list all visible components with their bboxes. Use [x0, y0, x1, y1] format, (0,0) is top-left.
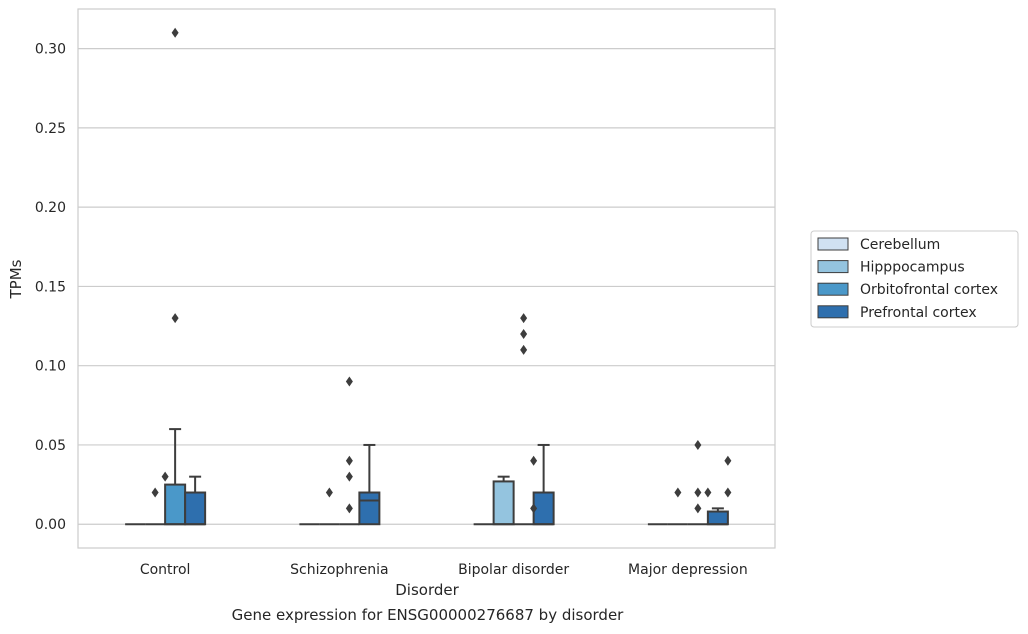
y-tick-label: 0.00 [35, 517, 66, 533]
legend-swatch [817, 237, 849, 251]
outlier-point [704, 487, 712, 498]
box-body [358, 491, 381, 526]
legend-label: Orbitofrontal cortex [860, 282, 998, 298]
x-axis-title: Disorder [395, 581, 459, 599]
outlier-point [694, 487, 702, 498]
box-body [184, 491, 207, 526]
outlier-point [530, 455, 538, 466]
outlier-point [530, 503, 538, 514]
box-body [492, 480, 515, 526]
plot-area-frame [77, 8, 776, 549]
outlier-point [161, 471, 169, 482]
outlier-point [694, 439, 702, 450]
legend-swatch [817, 305, 849, 319]
outlier-points [151, 27, 732, 514]
legend-label: Cerebellum [860, 237, 940, 253]
y-tick-label: 0.30 [35, 42, 66, 58]
x-tick-labels: Control Schizophrenia Bipolar disorder Majo… [140, 562, 748, 578]
grid-lines [78, 48, 775, 525]
box-body [706, 510, 729, 526]
y-tick-label: 0.15 [35, 279, 66, 295]
x-tick-label: Bipolar disorder [458, 562, 569, 578]
outlier-point [520, 313, 528, 324]
y-axis-title: TPMs [7, 259, 25, 299]
outlier-point [171, 313, 179, 324]
y-tick-labels: 0.00 0.05 0.10 0.15 0.20 0.25 0.30 [35, 42, 66, 534]
x-tick-label: Schizophrenia [290, 562, 388, 578]
outlier-point [345, 376, 353, 387]
box-body [164, 483, 187, 526]
y-tick-label: 0.10 [35, 359, 66, 375]
x-tick-label: Major depression [628, 562, 748, 578]
outlier-point [345, 455, 353, 466]
outlier-point [724, 455, 732, 466]
box [492, 475, 515, 526]
legend: Cerebellum Hipppocampus Orbitofrontal cort… [810, 230, 1019, 328]
outlier-point [171, 27, 179, 38]
legend-frame [810, 230, 1019, 328]
outlier-point [724, 487, 732, 498]
box [532, 443, 555, 526]
y-tick-label: 0.05 [35, 438, 66, 454]
x-tick-label: Control [140, 562, 191, 578]
outlier-point [520, 344, 528, 355]
box [184, 475, 207, 526]
outlier-point [694, 503, 702, 514]
legend-label: Prefrontal cortex [860, 305, 977, 321]
legend-swatch [817, 282, 849, 296]
figure-caption: Gene expression for ENSG00000276687 by d… [231, 606, 624, 624]
boxes [125, 428, 729, 526]
outlier-point [345, 503, 353, 514]
outlier-point [345, 471, 353, 482]
y-tick-label: 0.25 [35, 121, 66, 137]
y-tick-label: 0.20 [35, 200, 66, 216]
outlier-point [151, 487, 159, 498]
box [358, 443, 381, 526]
legend-label: Hipppocampus [860, 260, 965, 276]
legend-swatch [817, 260, 849, 274]
outlier-point [325, 487, 333, 498]
box [706, 507, 729, 526]
outlier-point [520, 328, 528, 339]
outlier-point [674, 487, 682, 498]
